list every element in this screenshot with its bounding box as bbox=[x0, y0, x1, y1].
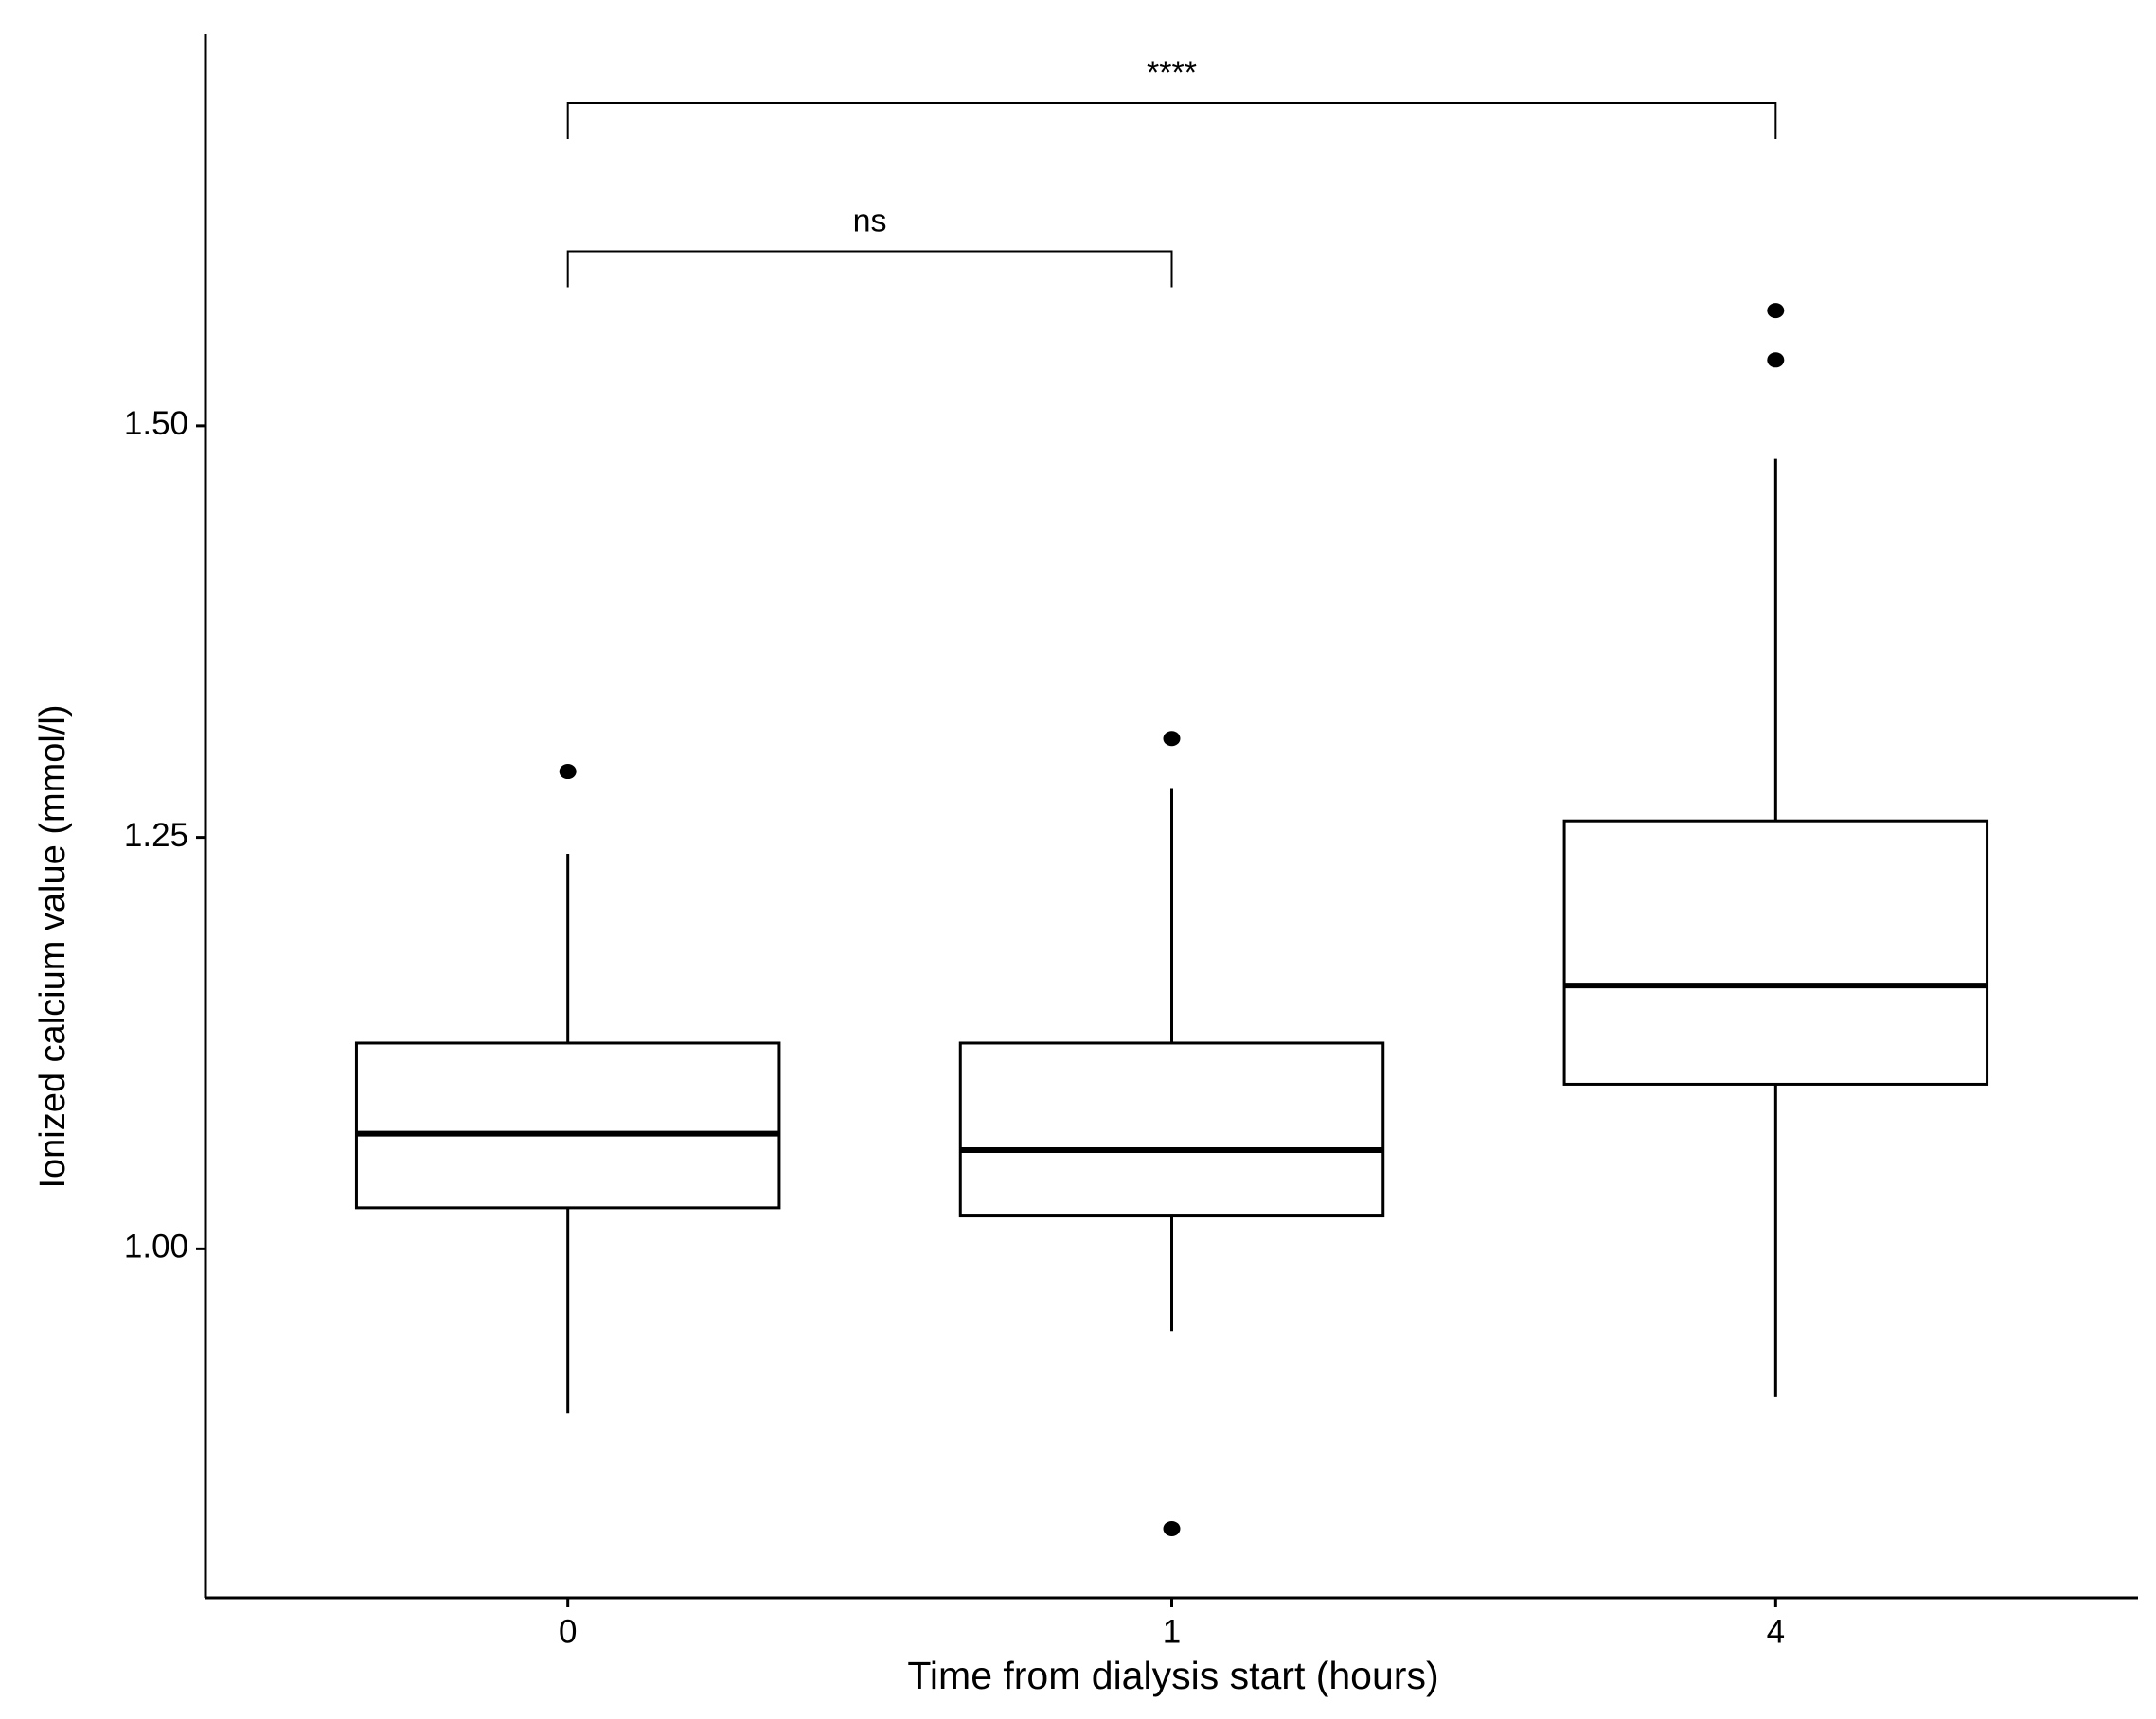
significance-label: **** bbox=[1147, 55, 1197, 91]
box bbox=[1562, 819, 1989, 1086]
significance-label: ns bbox=[853, 204, 887, 239]
box bbox=[958, 1041, 1385, 1218]
outlier bbox=[559, 764, 577, 780]
significance-bracket bbox=[566, 250, 1173, 288]
x-tick-label: 1 bbox=[1163, 1613, 1181, 1650]
significance-bracket bbox=[566, 102, 1777, 140]
x-tick-label: 0 bbox=[559, 1613, 577, 1650]
y-tick-label: 1.25 bbox=[124, 817, 188, 854]
x-tick-label: 4 bbox=[1767, 1613, 1785, 1650]
y-tick-label: 1.50 bbox=[124, 405, 188, 442]
outlier bbox=[1163, 731, 1181, 747]
outlier bbox=[1163, 1520, 1181, 1536]
outlier bbox=[1767, 352, 1785, 368]
y-tick-label: 1.00 bbox=[124, 1229, 188, 1266]
y-axis-title: Ionized calcium value (mmol/l) bbox=[33, 704, 73, 1188]
x-axis-title: Time from dialysis start (hours) bbox=[907, 1654, 1438, 1697]
outlier bbox=[1767, 303, 1785, 319]
box bbox=[354, 1041, 781, 1210]
